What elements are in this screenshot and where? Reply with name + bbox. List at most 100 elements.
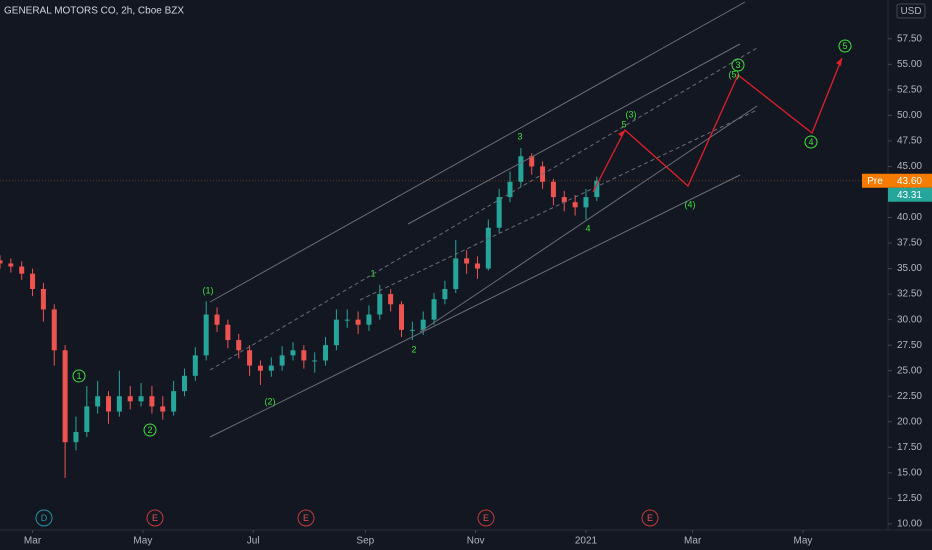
event-label[interactable]: E [303, 513, 309, 523]
x-tick-label: May [133, 536, 152, 547]
x-tick-label: Jul [247, 536, 260, 547]
x-tick-label: Mar [24, 536, 42, 547]
y-tick-label: 17.50 [897, 442, 922, 453]
y-tick-label: 40.00 [897, 212, 922, 223]
candle-body [485, 227, 491, 269]
chart-title: GENERAL MOTORS CO, 2h, Cboe BZX [4, 6, 184, 17]
y-tick-label: 45.00 [897, 161, 922, 172]
event-marker[interactable] [297, 509, 315, 527]
trend-line [407, 43, 741, 225]
wave-circle [731, 58, 745, 72]
candle-body [19, 266, 25, 274]
y-tick-label: 22.50 [897, 391, 922, 402]
events: D E E E E [35, 509, 659, 527]
candle-body [0, 260, 3, 264]
event-marker[interactable] [35, 509, 53, 527]
candle-body [301, 350, 307, 361]
last-price-box [888, 187, 932, 202]
wave-labels: (1) (2) 1 2 3 4 5 (3) (4) (5) 1 2 3 4 5 [72, 39, 852, 437]
candle-body [203, 314, 209, 356]
event-marker[interactable] [641, 509, 659, 527]
candle-body [398, 304, 404, 330]
wave-circle [143, 423, 157, 437]
y-tick-label: 15.00 [897, 467, 922, 478]
y-tick-label: 30.00 [897, 314, 922, 325]
currency[interactable]: USD [900, 6, 921, 17]
candle-body [73, 431, 79, 443]
candle-body [388, 294, 394, 305]
y-tick-label: 32.50 [897, 289, 922, 300]
candle-body [366, 314, 372, 325]
wave-label: (2) [265, 396, 276, 406]
candle-body [192, 355, 198, 376]
wave-label: 5 [621, 119, 626, 129]
candle-body [225, 324, 231, 341]
x-tick-label: 2021 [575, 536, 598, 547]
x-tick-label: May [794, 536, 813, 547]
y-tick-label: 10.00 [897, 519, 922, 530]
arrow-head [618, 130, 625, 137]
candle-body [127, 396, 133, 402]
wave-circle [838, 39, 852, 53]
y-tick-label: 47.50 [897, 136, 922, 147]
channel-lines [209, 1, 758, 438]
wave-label: (5) [729, 69, 740, 79]
y-tick-label: 12.50 [897, 493, 922, 504]
event-label[interactable]: E [152, 513, 158, 523]
candle-body [464, 258, 470, 264]
candle-body [561, 197, 567, 203]
candle-body [453, 258, 459, 289]
wave-label: 3 [517, 131, 522, 141]
premarket-tag [862, 173, 888, 188]
currency-box[interactable] [896, 3, 926, 19]
wave-circle [72, 369, 86, 383]
wave-label: 1 [370, 268, 375, 278]
candle-body [409, 329, 415, 331]
candle-body [594, 180, 600, 198]
trend-line [419, 105, 758, 333]
y-tick-label: 27.50 [897, 340, 922, 351]
wave-label: (3) [626, 109, 637, 119]
candle-body [496, 197, 502, 228]
candle-body [84, 406, 90, 432]
candle-body [529, 156, 535, 167]
trend-line [209, 47, 758, 371]
candle-body [214, 314, 220, 325]
candle-body [344, 319, 350, 321]
candle-body [116, 396, 122, 412]
y-tick-label: 57.50 [897, 33, 922, 44]
event-label[interactable]: E [483, 513, 489, 523]
event-label[interactable]: E [647, 513, 653, 523]
y-tick-label: 52.50 [897, 85, 922, 96]
candle-body [474, 263, 480, 269]
candle-body [355, 319, 361, 325]
premarket-name: Pre [867, 176, 883, 187]
candle-body [40, 288, 46, 310]
event-marker[interactable] [477, 509, 495, 527]
premarket-price-box [888, 173, 932, 188]
event-marker[interactable] [146, 509, 164, 527]
candle-body [149, 396, 155, 407]
trend-line [359, 109, 758, 301]
candle-body [431, 299, 437, 320]
trend-line [209, 1, 746, 303]
wave-label: 5 [842, 41, 847, 51]
y-tick-label: 50.00 [897, 110, 922, 121]
candle-body [583, 197, 589, 208]
projection [592, 57, 843, 193]
wave-label: 3 [735, 60, 740, 70]
wave-label: 2 [147, 425, 152, 435]
x-tick-label: Sep [356, 536, 374, 547]
x-tick-label: Nov [467, 536, 485, 547]
x-tick-label: Mar [684, 536, 702, 547]
candle-body [377, 294, 383, 315]
wave-circle [804, 135, 818, 149]
event-label[interactable]: D [41, 513, 48, 523]
candle-body [106, 396, 112, 412]
candle-body [171, 391, 177, 412]
candle-body [323, 345, 329, 361]
candle-body [236, 340, 242, 351]
premarket-price: 43.60 [897, 176, 922, 187]
